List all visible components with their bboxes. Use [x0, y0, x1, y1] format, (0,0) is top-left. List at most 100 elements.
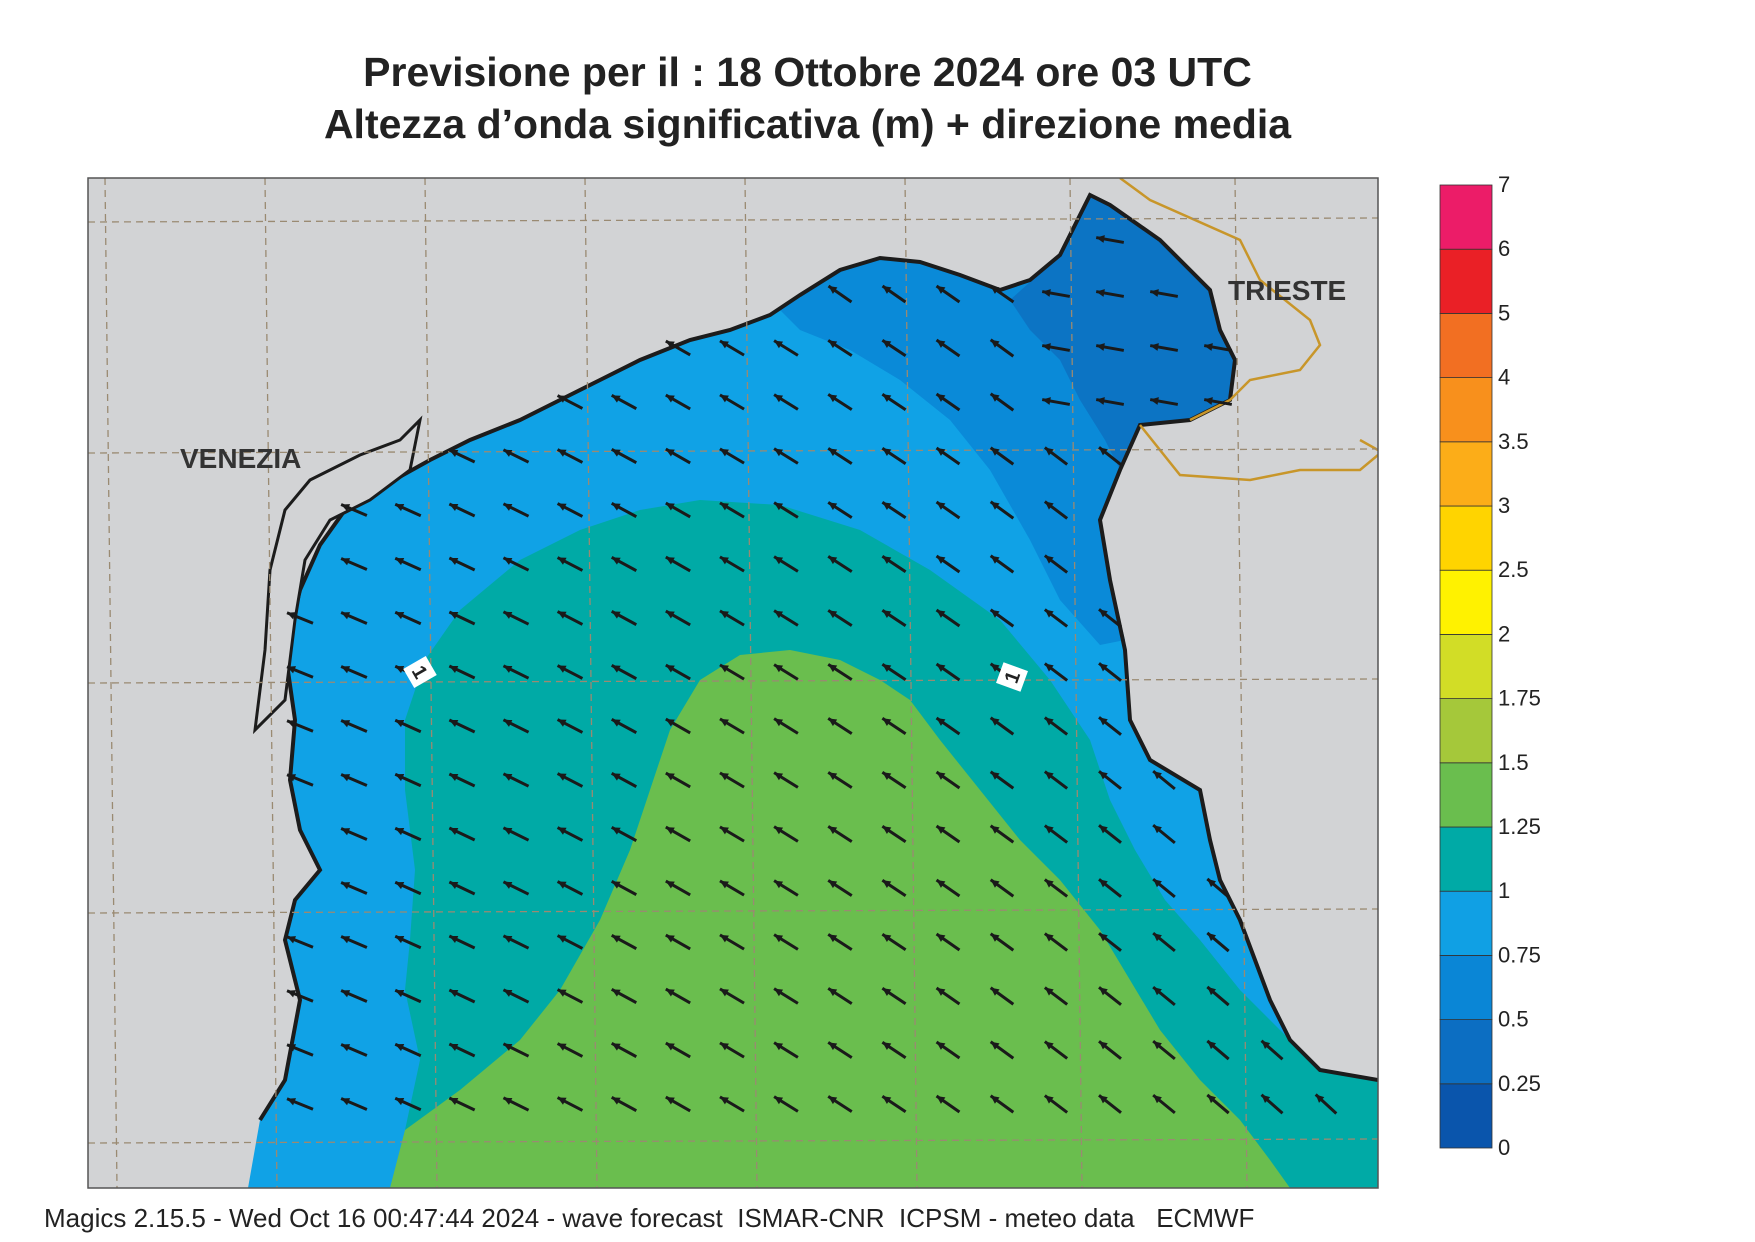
wave-arrow: [827, 987, 853, 1005]
wave-arrow: [719, 1095, 745, 1113]
wave-arrow: [935, 446, 961, 466]
wave-arrow: [394, 880, 422, 896]
wave-arrow: [556, 1096, 584, 1112]
wave-arrow: [935, 932, 961, 952]
wave-arrow: [719, 879, 745, 897]
wave-direction-arrows: [286, 235, 1338, 1115]
wave-arrow: [719, 555, 745, 573]
wave-arrow: [556, 934, 584, 950]
grid-meridian: [744, 178, 758, 1188]
wave-arrow: [935, 770, 961, 790]
wave-arrow: [773, 663, 799, 681]
wave-arrow: [394, 610, 422, 626]
wave-arrow: [610, 502, 638, 518]
wave-arrow: [610, 610, 638, 626]
grid-meridian: [584, 178, 598, 1188]
grid-meridian: [1069, 178, 1083, 1188]
wave-arrow: [502, 502, 530, 518]
wave-arrow: [881, 986, 907, 1006]
legend-swatch: [1439, 569, 1493, 635]
wave-arrow: [340, 773, 368, 787]
wave-arrow: [1260, 1093, 1284, 1115]
wave-arrow: [773, 825, 799, 843]
wave-band-1-25: [390, 650, 1290, 1188]
wave-arrow: [556, 880, 584, 896]
wave-arrow: [773, 879, 799, 897]
legend-swatch: [1439, 248, 1493, 314]
legend-level-label: 4: [1498, 365, 1510, 390]
wave-arrow: [502, 880, 530, 896]
forecast-subtitle: Altezza d’onda significativa (m) + direz…: [323, 101, 1292, 147]
wave-arrow: [1152, 1093, 1176, 1115]
wave-arrow: [719, 609, 745, 627]
wave-arrow: [286, 611, 314, 625]
wave-arrow: [1098, 824, 1122, 844]
wave-arrow: [502, 988, 530, 1004]
wave-arrow: [719, 393, 745, 411]
wave-arrow: [773, 1041, 799, 1059]
wave-arrow: [448, 934, 476, 950]
wave-arrow: [881, 338, 907, 358]
wave-arrow: [989, 392, 1015, 412]
legend-level-label: 0: [1498, 1135, 1510, 1160]
wave-arrow: [989, 824, 1015, 844]
wave-arrow: [989, 338, 1015, 358]
wave-arrow: [502, 1096, 530, 1112]
wave-arrow: [556, 1042, 584, 1058]
wave-arrow: [719, 501, 745, 519]
wave-arrow: [665, 879, 691, 897]
legend-swatch: [1439, 826, 1493, 892]
wave-arrow: [610, 394, 638, 410]
wave-arrow: [610, 1096, 638, 1112]
wave-arrow: [1098, 1094, 1122, 1114]
wave-arrow: [1095, 343, 1125, 352]
contour-label: 1: [403, 655, 437, 689]
wave-arrow: [989, 770, 1015, 790]
place-label-venezia: VENEZIA: [180, 443, 301, 474]
wave-arrow: [827, 555, 853, 573]
legend-level-label: 1.5: [1498, 750, 1529, 775]
wave-arrow: [448, 718, 476, 734]
wave-arrow: [1041, 289, 1071, 298]
wave-arrow: [1043, 878, 1069, 898]
wave-arrow: [1203, 343, 1233, 352]
wave-arrow: [610, 718, 638, 734]
grid-meridian: [904, 178, 918, 1188]
wave-arrow: [719, 663, 745, 681]
wave-arrow: [665, 771, 691, 789]
wave-arrow: [989, 500, 1015, 520]
wave-arrow: [1098, 608, 1122, 628]
wave-arrow: [340, 1097, 368, 1111]
legend-level-label: 7: [1498, 172, 1510, 197]
wave-arrow: [935, 500, 961, 520]
wave-arrow: [827, 1095, 853, 1113]
wave-arrow: [989, 986, 1015, 1006]
wave-arrow: [827, 879, 853, 897]
wave-arrow: [1098, 932, 1122, 952]
wave-arrow: [448, 772, 476, 788]
wave-arrow: [502, 664, 530, 680]
wave-arrow: [881, 392, 907, 412]
wave-arrow: [1043, 932, 1069, 952]
wave-arrow: [665, 987, 691, 1005]
wave-arrow: [827, 825, 853, 843]
wave-arrow: [665, 1041, 691, 1059]
wave-arrow: [610, 448, 638, 464]
wave-arrow: [827, 447, 853, 465]
wave-arrow: [448, 556, 476, 572]
wave-arrow: [773, 717, 799, 735]
legend-swatch: [1439, 1019, 1493, 1085]
wave-arrow: [989, 284, 1015, 304]
legend-swatch: [1439, 312, 1493, 378]
legend-level-label: 1: [1498, 878, 1510, 903]
wave-arrow: [665, 825, 691, 843]
wave-arrow: [773, 987, 799, 1005]
wave-arrow: [989, 1094, 1015, 1114]
wave-arrow: [665, 555, 691, 573]
wave-arrow: [881, 1040, 907, 1060]
grid-meridian: [424, 178, 438, 1188]
wave-arrow: [1041, 397, 1071, 406]
legend-swatch: [1439, 762, 1493, 828]
wave-arrow: [827, 1041, 853, 1059]
wave-arrow: [448, 664, 476, 680]
